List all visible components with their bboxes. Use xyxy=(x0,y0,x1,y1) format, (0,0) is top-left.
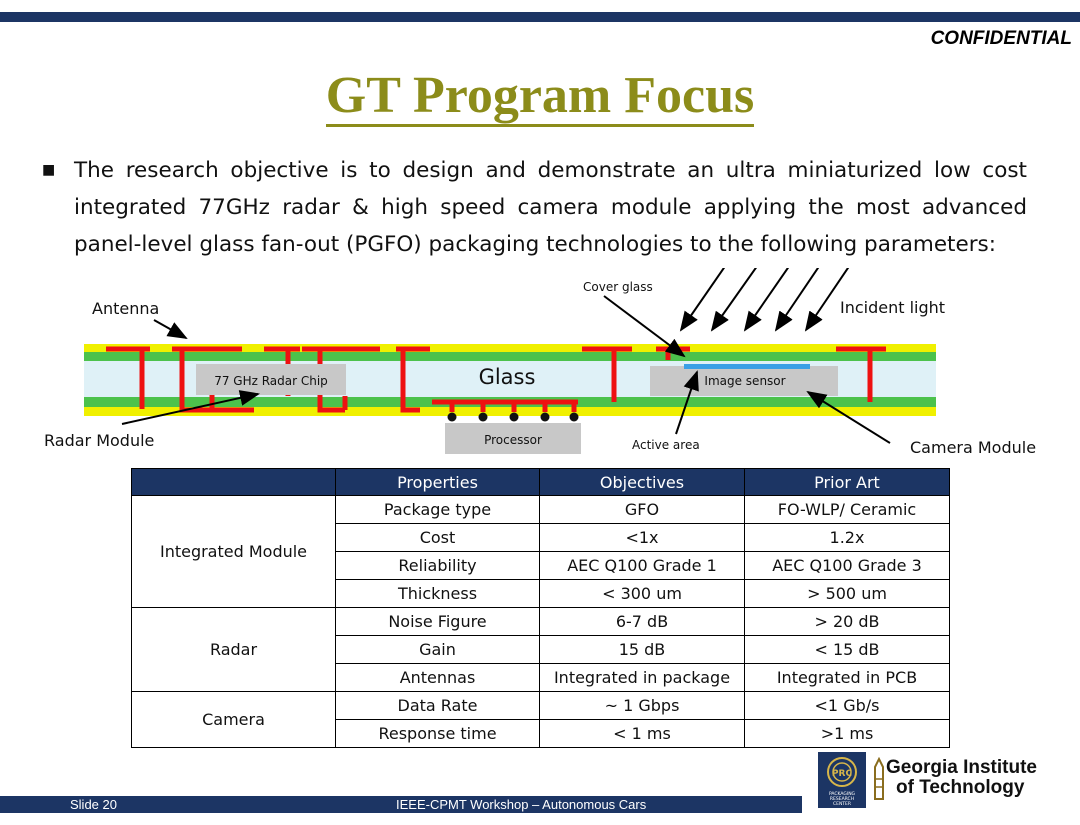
georgia-tech-logo: Georgia Institute of Technology xyxy=(870,755,1075,803)
table-cell: Antennas xyxy=(335,663,540,692)
svg-text:PACKAGING: PACKAGING xyxy=(829,791,856,797)
footer-bar: Slide 20 IEEE-CPMT Workshop – Autonomous… xyxy=(0,796,802,813)
table-row: Radar Noise Figure 6-7 dB > 20 dB xyxy=(131,607,950,692)
table-cell: AEC Q100 Grade 3 xyxy=(744,551,950,580)
table-header-row: Properties Objectives Prior Art xyxy=(131,468,950,496)
table-cell: <1 Gb/s xyxy=(744,691,950,720)
table-cell: Reliability xyxy=(335,551,540,580)
copper-routing xyxy=(106,346,886,413)
bullet-marker: ■ xyxy=(42,162,56,178)
table-row: Antennas Integrated in package Integrate… xyxy=(132,663,950,692)
cover-glass-arrow xyxy=(603,295,686,358)
table-cell: < 1 ms xyxy=(539,719,745,748)
slide-number: Slide 20 xyxy=(70,797,117,812)
slide-title: GT Program Focus xyxy=(0,66,1080,127)
incident-light-label: Incident light xyxy=(840,298,945,317)
gt-name-line2: of Technology xyxy=(896,777,1025,798)
workshop-label: IEEE-CPMT Workshop – Autonomous Cars xyxy=(396,797,647,812)
table-cell: Response time xyxy=(335,719,540,748)
processor-label: Processor xyxy=(484,433,542,447)
table-cell: Gain xyxy=(335,635,540,664)
incident-light-arrows xyxy=(679,268,850,332)
gt-name-line1: Georgia Institute xyxy=(886,757,1037,778)
table-cell: < 15 dB xyxy=(744,635,950,664)
tower-icon xyxy=(874,757,884,800)
header-cell: Properties xyxy=(335,468,540,496)
radar-module-label: Radar Module xyxy=(44,431,154,450)
active-area-label: Active area xyxy=(632,438,700,452)
top-green-layer xyxy=(84,352,936,361)
camera-module-arrow xyxy=(806,390,891,444)
top-yellow-layer xyxy=(84,344,936,352)
glass-label: Glass xyxy=(479,365,536,389)
table-cell: Cost xyxy=(335,523,540,552)
antenna-arrow xyxy=(153,319,188,339)
svg-text:RESEARCH: RESEARCH xyxy=(830,796,854,802)
radar-chip-label: 77 GHz Radar Chip xyxy=(214,374,328,388)
table-row: Cost <1x 1.2x xyxy=(132,523,950,552)
table-cell: Integrated in PCB xyxy=(744,663,950,692)
objective-text: The research objective is to design and … xyxy=(74,158,1027,257)
table-cell: Package type xyxy=(335,495,540,524)
table-cell: ~ 1 Gbps xyxy=(539,691,745,720)
table-cell: 15 dB xyxy=(539,635,745,664)
radar-chip xyxy=(196,364,346,395)
parameters-table: Properties Objectives Prior Art Integrat… xyxy=(131,468,950,748)
antenna-label: Antenna xyxy=(92,299,159,318)
packaging-research-center-logo: PRC PACKAGING RESEARCH CENTER xyxy=(818,752,866,808)
camera-module-label: Camera Module xyxy=(910,438,1036,457)
table-cell: Integrated in package xyxy=(539,663,745,692)
table-cell: 6-7 dB xyxy=(539,607,745,636)
bottom-yellow-layer xyxy=(84,407,936,416)
table-cell: > 500 um xyxy=(744,579,950,608)
group-cell-radar: Radar xyxy=(131,607,336,692)
table-cell: AEC Q100 Grade 1 xyxy=(539,551,745,580)
slide-title-text: GT Program Focus xyxy=(325,67,755,127)
radar-module-arrow xyxy=(121,390,260,425)
table-cell: Data Rate xyxy=(335,691,540,720)
table-cell: GFO xyxy=(539,495,745,524)
table-row: Integrated Module Package type GFO FO-WL… xyxy=(131,495,950,608)
bump-copper xyxy=(449,402,577,412)
table-cell: <1x xyxy=(539,523,745,552)
table-cell: 1.2x xyxy=(744,523,950,552)
active-area xyxy=(684,364,810,369)
header-cell: Prior Art xyxy=(744,468,950,496)
svg-text:PRC: PRC xyxy=(832,769,853,779)
table-cell: Noise Figure xyxy=(335,607,540,636)
group-cell-integrated-module: Integrated Module xyxy=(131,495,336,608)
objective-bullet: ■ The research objective is to design an… xyxy=(42,152,1027,263)
confidential-label: CONFIDENTIAL xyxy=(930,28,1072,49)
table-cell: Thickness xyxy=(335,579,540,608)
solder-bumps xyxy=(447,412,579,422)
svg-text:CENTER: CENTER xyxy=(833,801,851,807)
table-row: Gain 15 dB < 15 dB xyxy=(132,635,950,664)
group-cell-camera: Camera xyxy=(131,691,336,748)
active-area-arrow xyxy=(675,370,699,435)
cover-glass-label: Cover glass xyxy=(583,280,653,294)
processor-chip xyxy=(445,423,581,454)
table-cell: >1 ms xyxy=(744,719,950,748)
table-row: Response time < 1 ms >1 ms xyxy=(132,719,950,748)
header-cell xyxy=(131,468,336,496)
header-cell: Objectives xyxy=(539,468,745,496)
table-cell: < 300 um xyxy=(539,579,745,608)
image-sensor-label: Image sensor xyxy=(704,374,785,388)
module-cross-section-diagram: 77 GHz Radar Chip Image sensor Glass Pro… xyxy=(44,268,1036,457)
table-row: Camera Data Rate ~ 1 Gbps <1 Gb/s xyxy=(131,691,950,748)
table-row: Thickness < 300 um > 500 um xyxy=(132,579,950,608)
table-cell: > 20 dB xyxy=(744,607,950,636)
table-row: Reliability AEC Q100 Grade 1 AEC Q100 Gr… xyxy=(132,551,950,580)
top-banner-bar xyxy=(0,12,1080,22)
table-cell: FO-WLP/ Ceramic xyxy=(744,495,950,524)
